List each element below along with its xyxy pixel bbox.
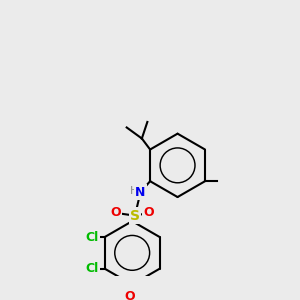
Text: H: H xyxy=(129,186,138,196)
Text: O: O xyxy=(124,290,135,300)
Text: N: N xyxy=(135,186,146,199)
Text: S: S xyxy=(130,209,140,223)
Text: Cl: Cl xyxy=(86,230,99,244)
Text: O: O xyxy=(143,206,154,219)
Text: O: O xyxy=(110,206,121,219)
Text: Cl: Cl xyxy=(86,262,99,275)
